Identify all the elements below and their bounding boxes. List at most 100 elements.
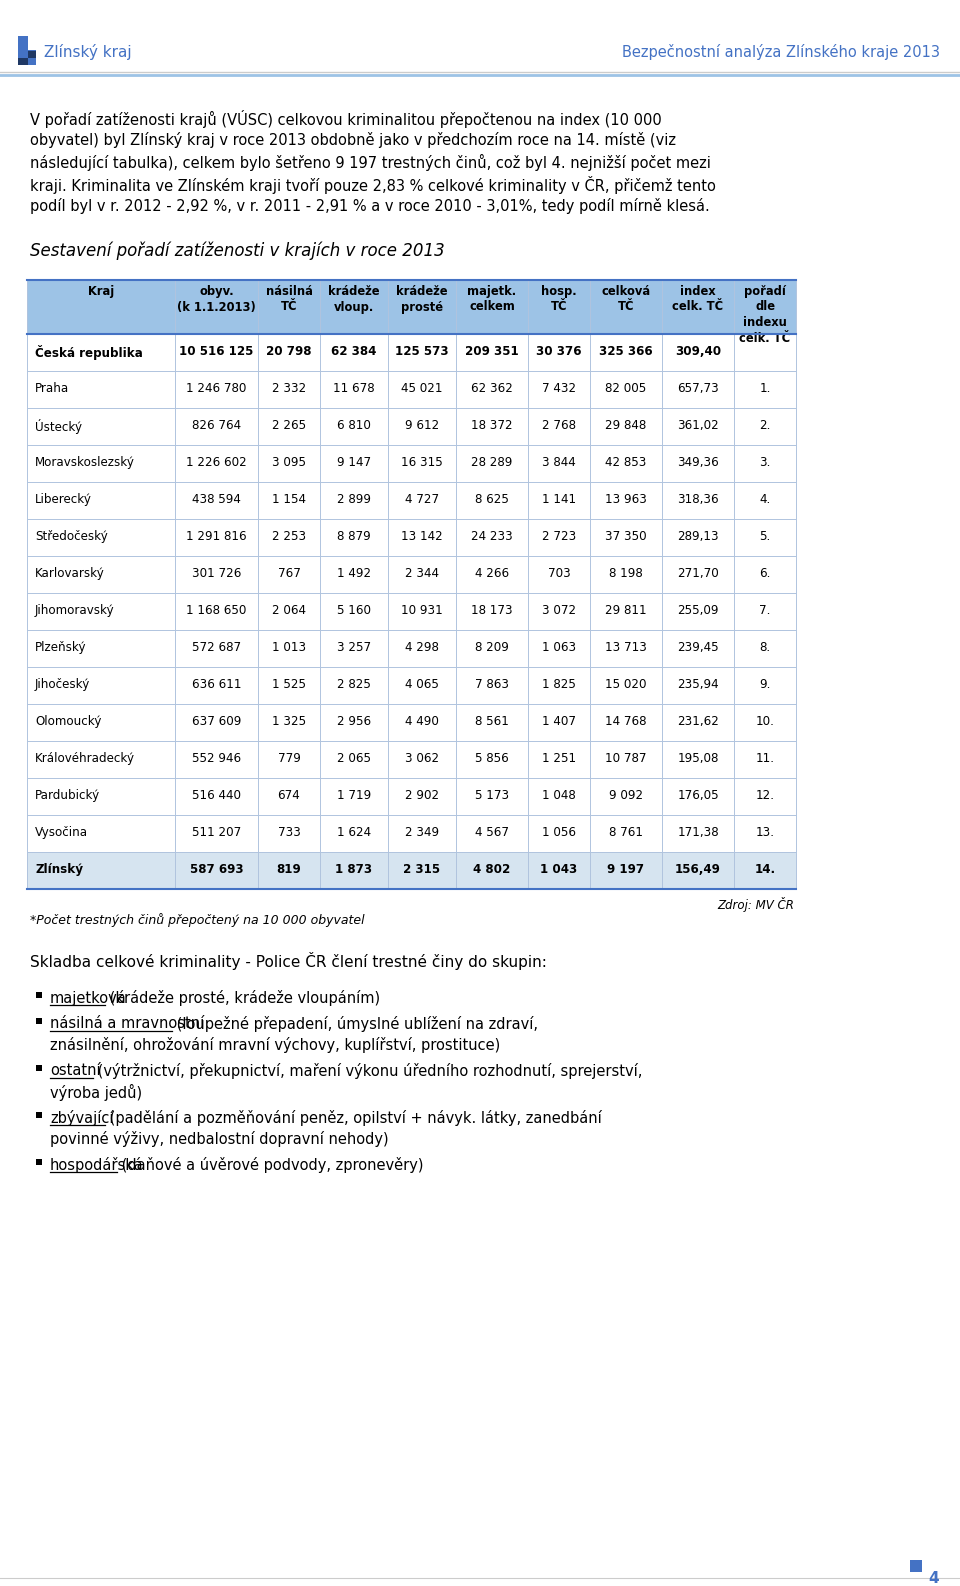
Text: 10 516 125: 10 516 125 [180,346,253,358]
Text: 2 344: 2 344 [405,568,439,580]
Text: 9 197: 9 197 [608,863,644,875]
Text: 8 761: 8 761 [609,826,643,839]
Text: 636 611: 636 611 [192,677,241,691]
Text: 779: 779 [277,752,300,764]
Text: 171,38: 171,38 [677,826,719,839]
Text: 511 207: 511 207 [192,826,241,839]
Text: (loupežné přepadení, úmyslné ublížení na zdraví,: (loupežné přepadení, úmyslné ublížení na… [172,1017,538,1032]
Text: Zlínský kraj: Zlínský kraj [44,44,132,60]
Text: majetková: majetková [50,990,127,1006]
Text: 11.: 11. [756,752,775,764]
Bar [27,557,796,593]
Text: obyv.
(k 1.1.2013): obyv. (k 1.1.2013) [178,285,256,314]
Bar [27,630,796,668]
Text: 1.: 1. [759,382,771,395]
Text: 826 764: 826 764 [192,419,241,431]
Text: 6 810: 6 810 [337,419,371,431]
Bar [27,408,796,446]
Text: 4 065: 4 065 [405,677,439,691]
Text: 209 351: 209 351 [466,346,518,358]
Text: 14.: 14. [755,863,776,875]
Text: majetk.
celkem: majetk. celkem [468,285,516,314]
Bar [36,1066,42,1071]
Text: Plzeňský: Plzeňský [35,641,86,653]
Text: 10 931: 10 931 [401,604,443,617]
Bar [27,741,796,779]
Text: 42 853: 42 853 [606,457,647,469]
Text: 62 362: 62 362 [471,382,513,395]
Text: 2 064: 2 064 [272,604,306,617]
Bar [27,852,796,890]
Text: 1 043: 1 043 [540,863,578,875]
Text: 4 266: 4 266 [475,568,509,580]
Text: 289,13: 289,13 [677,530,719,542]
Text: 2.: 2. [759,419,771,431]
Text: 2 902: 2 902 [405,788,439,803]
Text: 271,70: 271,70 [677,568,719,580]
Text: 13 963: 13 963 [605,493,647,506]
Bar [910,1561,922,1572]
Bar [18,59,28,65]
Text: 4 490: 4 490 [405,715,439,728]
Text: 5 160: 5 160 [337,604,371,617]
Text: (krádeže prosté, krádeže vloupáním): (krádeže prosté, krádeže vloupáním) [105,990,380,1006]
Text: 572 687: 572 687 [192,641,241,653]
Text: 1 492: 1 492 [337,568,372,580]
Text: 2 065: 2 065 [337,752,371,764]
Text: 349,36: 349,36 [677,457,719,469]
Text: 18 372: 18 372 [471,419,513,431]
Text: 703: 703 [547,568,570,580]
Text: 2 723: 2 723 [541,530,576,542]
Text: 1 063: 1 063 [542,641,576,653]
Text: 4.: 4. [759,493,771,506]
Text: Pardubický: Pardubický [35,788,100,803]
Text: násilná
TČ: násilná TČ [266,285,312,314]
Text: (daňové a úvěrové podvody, zpronevěry): (daňové a úvěrové podvody, zpronevěry) [117,1158,423,1174]
Text: znásilnění, ohrožování mravní výchovy, kuplířství, prostituce): znásilnění, ohrožování mravní výchovy, k… [50,1037,500,1053]
Text: 235,94: 235,94 [677,677,719,691]
Text: Bezpečnostní analýza Zlínského kraje 2013: Bezpečnostní analýza Zlínského kraje 201… [622,44,940,60]
Text: Jihomoravský: Jihomoravský [35,604,114,617]
Text: 1 873: 1 873 [335,863,372,875]
Text: povinné výživy, nedbalostní dopravní nehody): povinné výživy, nedbalostní dopravní neh… [50,1131,389,1147]
Text: Ústecký: Ústecký [35,419,82,435]
Text: 8.: 8. [759,641,771,653]
Text: 9.: 9. [759,677,771,691]
Text: 195,08: 195,08 [678,752,719,764]
Text: obyvatel) byl Zlínský kraj v roce 2013 obdobně jako v předchozím roce na 14. mís: obyvatel) byl Zlínský kraj v roce 2013 o… [30,132,676,147]
Text: 3 062: 3 062 [405,752,439,764]
Text: 13 142: 13 142 [401,530,443,542]
Text: (výtržnictví, překupnictví, maření výkonu úředního rozhodnutí, sprejerství,: (výtržnictví, překupnictví, maření výkon… [93,1063,642,1078]
Bar [18,36,28,59]
Text: 7 432: 7 432 [542,382,576,395]
Text: 309,40: 309,40 [675,346,721,358]
Bar [28,51,36,59]
Text: 1 291 816: 1 291 816 [186,530,247,542]
Text: Karlovarský: Karlovarský [35,568,105,580]
Text: 674: 674 [277,788,300,803]
Text: 3 257: 3 257 [337,641,372,653]
Text: 239,45: 239,45 [677,641,719,653]
Text: 8 561: 8 561 [475,715,509,728]
Text: 1 013: 1 013 [272,641,306,653]
Text: 1 251: 1 251 [542,752,576,764]
Bar [27,281,796,335]
Text: 657,73: 657,73 [677,382,719,395]
Text: 1 154: 1 154 [272,493,306,506]
Text: Vysočina: Vysočina [35,826,88,839]
Text: 2 825: 2 825 [337,677,371,691]
Bar [27,593,796,630]
Text: Kraj: Kraj [88,285,114,298]
Text: 318,36: 318,36 [677,493,719,506]
Text: výroba jedů): výroba jedů) [50,1083,142,1101]
Text: kraji. Kriminalita ve Zlínském kraji tvoří pouze 2,83 % celkové kriminality v ČR: kraji. Kriminalita ve Zlínském kraji tvo… [30,176,716,193]
Text: 30 376: 30 376 [537,346,582,358]
Text: 6.: 6. [759,568,771,580]
Bar [28,51,36,65]
Text: 7.: 7. [759,604,771,617]
Text: 3 844: 3 844 [542,457,576,469]
Text: 361,02: 361,02 [677,419,719,431]
Text: index
celk. TČ: index celk. TČ [672,285,724,314]
Text: 11 678: 11 678 [333,382,374,395]
Text: 9 612: 9 612 [405,419,439,431]
